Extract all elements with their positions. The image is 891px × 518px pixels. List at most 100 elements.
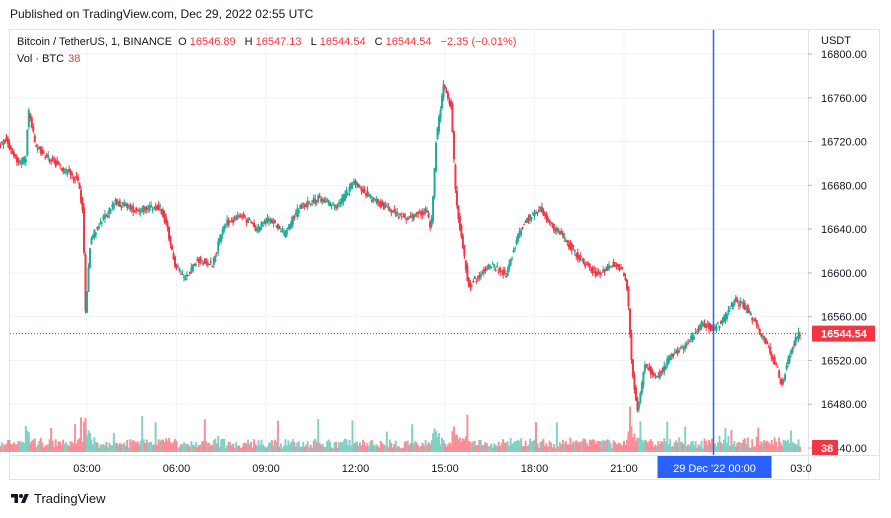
volume-bar — [297, 441, 300, 452]
volume-bar — [491, 447, 494, 452]
time-axis: 03:00 06:00 09:00 12:00 15:00 18:00 21:00 03:0 — [73, 463, 811, 475]
volume-bar — [760, 441, 763, 452]
candle-body — [250, 221, 253, 223]
volume-bar — [342, 440, 345, 452]
candle-body — [197, 259, 200, 264]
volume-bar — [711, 438, 714, 452]
candle-body — [634, 387, 637, 401]
volume-bar — [379, 440, 382, 452]
volume-bar — [351, 420, 354, 452]
volume-bar — [685, 445, 688, 452]
volume-bar — [676, 442, 679, 452]
candle-body — [460, 225, 463, 237]
volume-bar — [549, 442, 552, 452]
candle-body — [654, 374, 657, 376]
candle-body — [639, 392, 642, 402]
candle-body — [78, 182, 81, 189]
volume-bar — [81, 441, 84, 452]
volume-bar — [23, 443, 26, 452]
candle-body — [470, 285, 473, 287]
volume-bar — [133, 441, 136, 452]
candle-body — [262, 225, 265, 227]
volume-bar — [724, 427, 727, 452]
candle-body — [645, 364, 648, 366]
volume-bar — [106, 447, 109, 452]
volume-bar — [338, 442, 341, 452]
volume-bar — [560, 444, 563, 452]
candle-body — [746, 304, 749, 313]
candle-body — [736, 300, 739, 302]
volume-bar — [71, 442, 74, 452]
footer-brand[interactable]: TradingView — [10, 491, 106, 506]
candle-body — [472, 280, 475, 283]
candle-body — [6, 138, 9, 145]
volume-bar — [775, 441, 778, 452]
volume-bar — [561, 439, 564, 452]
volume-bar — [78, 437, 81, 452]
volume-bar — [460, 441, 463, 452]
volume-bar — [484, 442, 487, 452]
candle-body — [38, 147, 41, 149]
candle-body — [135, 207, 138, 212]
volume-bar — [288, 444, 291, 452]
candle-body — [154, 206, 157, 211]
candle-body — [353, 180, 356, 183]
volume-bar — [233, 447, 236, 452]
volume-bar — [291, 439, 294, 452]
candle-body — [151, 209, 154, 211]
volume-bar — [287, 440, 290, 452]
volume-bar — [408, 445, 411, 452]
volume-bar — [439, 444, 442, 452]
candle-body — [9, 146, 12, 150]
volume-bar — [181, 444, 184, 452]
volume-bar — [208, 442, 211, 452]
volume-bar — [554, 448, 557, 452]
crosshair-time-badge — [657, 456, 772, 478]
candle-body — [355, 182, 358, 185]
volume-bar — [244, 442, 247, 452]
volume-bar — [578, 442, 581, 452]
volume-bar — [409, 442, 412, 452]
candle-body — [435, 142, 438, 171]
candle-body — [145, 207, 148, 211]
volume-bar — [154, 422, 157, 452]
volume-bar — [74, 424, 77, 452]
candle-body — [482, 269, 485, 274]
volume-bar — [109, 444, 112, 452]
candle-body — [196, 259, 199, 261]
candle-body — [194, 263, 197, 265]
volume-bar — [633, 433, 636, 452]
candle-body — [238, 215, 241, 217]
candle-body — [123, 203, 126, 206]
candle-body — [267, 218, 270, 222]
volume-bar — [112, 432, 115, 452]
volume-bar — [761, 442, 764, 452]
volume-bar — [245, 443, 248, 452]
candle-body — [181, 273, 184, 275]
candle-body — [506, 269, 509, 277]
volume-bar — [399, 448, 402, 452]
candle-body — [30, 117, 33, 128]
candle-body — [494, 269, 497, 271]
candle-body — [561, 233, 564, 237]
candle-body — [394, 211, 397, 217]
volume-bar — [360, 445, 363, 452]
candle-body — [752, 319, 755, 321]
volume-bar — [2, 444, 5, 452]
candle-body — [678, 350, 681, 353]
volume-bar — [197, 445, 200, 452]
change-value: −2.35 (−0.01%) — [440, 36, 517, 48]
volume-bar — [84, 417, 87, 452]
volume-bar — [517, 439, 520, 452]
candle-body — [420, 211, 423, 216]
candle-body — [520, 230, 523, 236]
volume-bar — [265, 447, 267, 452]
candle-body — [424, 208, 427, 213]
volume-bar — [278, 446, 281, 452]
volume-bar — [411, 424, 414, 452]
volume-bar — [494, 445, 497, 452]
candle-body — [517, 233, 520, 242]
candle-body — [190, 267, 193, 272]
volume-bar — [339, 442, 342, 452]
